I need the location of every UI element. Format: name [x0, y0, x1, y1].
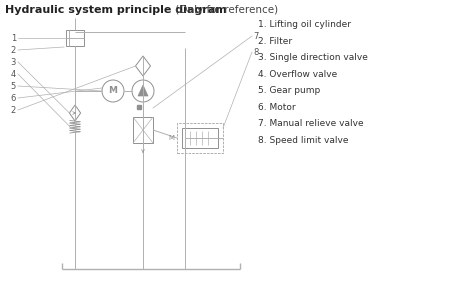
Text: 7. Manual relieve valve: 7. Manual relieve valve	[258, 119, 364, 128]
Polygon shape	[69, 105, 81, 121]
Text: 2. Filter: 2. Filter	[258, 36, 292, 46]
Text: 3. Single direction valve: 3. Single direction valve	[258, 53, 368, 62]
Text: 7: 7	[253, 31, 258, 41]
Text: 8: 8	[253, 47, 258, 57]
Bar	[182, 128, 218, 148]
Text: M: M	[108, 86, 117, 95]
Bar	[66, 30, 84, 46]
Text: 5: 5	[11, 81, 16, 91]
Text: 1: 1	[11, 33, 16, 43]
Text: 6. Motor: 6. Motor	[258, 102, 296, 112]
Text: 4. Overflow valve: 4. Overflow valve	[258, 70, 337, 78]
Polygon shape	[138, 85, 148, 96]
Text: 8. Speed limit valve: 8. Speed limit valve	[258, 136, 348, 144]
Text: 4: 4	[11, 70, 16, 78]
Text: 2: 2	[11, 46, 16, 54]
Bar	[133, 117, 153, 143]
Polygon shape	[135, 56, 150, 76]
Text: M: M	[168, 135, 174, 141]
Text: (Only for reference): (Only for reference)	[172, 5, 278, 15]
Text: 2: 2	[11, 105, 16, 115]
Circle shape	[132, 80, 154, 102]
Text: 5. Gear pump: 5. Gear pump	[258, 86, 320, 95]
Text: 1. Lifting oil cylinder: 1. Lifting oil cylinder	[258, 20, 351, 29]
Text: Hydraulic system principle diagram: Hydraulic system principle diagram	[5, 5, 227, 15]
Circle shape	[102, 80, 124, 102]
Bar	[177, 123, 223, 153]
Text: 3: 3	[11, 57, 16, 67]
Text: 6: 6	[11, 94, 16, 102]
